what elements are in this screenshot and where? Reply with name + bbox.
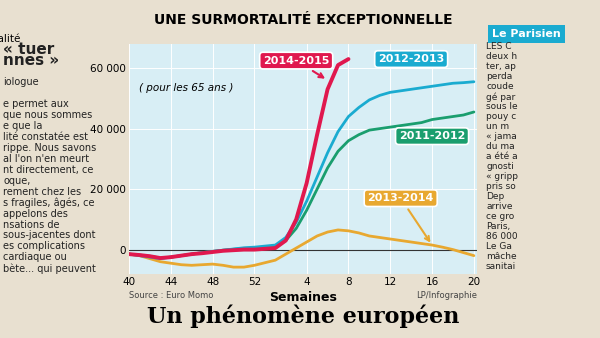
Text: perda: perda [486, 72, 512, 81]
Text: coude: coude [486, 82, 514, 91]
Text: rippe. Nous savons: rippe. Nous savons [3, 143, 96, 153]
Text: LES C: LES C [486, 43, 512, 51]
Text: bète... qui peuvent: bète... qui peuvent [3, 263, 96, 273]
Text: 2014-2015: 2014-2015 [263, 55, 329, 77]
Text: iologue: iologue [3, 77, 38, 87]
Text: e permet aux: e permet aux [3, 99, 69, 109]
Text: appelons des: appelons des [3, 209, 68, 219]
Text: Un phénomène européen: Un phénomène européen [147, 304, 459, 328]
Text: ter, ap: ter, ap [486, 63, 516, 71]
Text: UNE SURMORTALITÉ EXCEPTIONNELLE: UNE SURMORTALITÉ EXCEPTIONNELLE [154, 13, 452, 27]
Text: gé par: gé par [486, 92, 515, 102]
Text: e que la: e que la [3, 121, 43, 131]
Text: 86 000: 86 000 [486, 232, 518, 241]
Text: 2012-2013: 2012-2013 [378, 54, 444, 64]
Text: sous-jacentes dont: sous-jacentes dont [3, 231, 95, 240]
Text: pouy c: pouy c [486, 113, 516, 121]
Text: nt directement, ce: nt directement, ce [3, 165, 94, 175]
Text: un m: un m [486, 122, 509, 131]
Text: es complications: es complications [3, 241, 85, 251]
Text: 2013-2014: 2013-2014 [368, 193, 434, 241]
Text: sanitai: sanitai [486, 262, 516, 271]
Text: al l'on n'en meurt: al l'on n'en meurt [3, 154, 89, 164]
Text: deux h: deux h [486, 52, 517, 62]
Text: Le Ga: Le Ga [486, 242, 512, 251]
Text: Le Parisien: Le Parisien [492, 29, 561, 39]
Text: « gripp: « gripp [486, 172, 518, 182]
Text: que nous sommes: que nous sommes [3, 110, 92, 120]
Text: Paris,: Paris, [486, 222, 510, 231]
X-axis label: Semaines: Semaines [269, 291, 337, 304]
Text: a été a: a été a [486, 152, 518, 161]
Text: 2011-2012: 2011-2012 [399, 131, 465, 141]
Text: Source : Euro Momo: Source : Euro Momo [129, 291, 214, 300]
Text: nsations de: nsations de [3, 219, 59, 230]
Text: pris so: pris so [486, 182, 516, 191]
Text: du ma: du ma [486, 142, 515, 151]
Text: arrive: arrive [486, 202, 512, 211]
Text: ce gro: ce gro [486, 212, 514, 221]
Text: Dep: Dep [486, 192, 504, 201]
Text: Surmortalité: Surmortalité [0, 34, 20, 44]
Text: nnes »: nnes » [3, 53, 59, 68]
Text: s fragiles, âgés, ce: s fragiles, âgés, ce [3, 197, 95, 208]
Text: LP/Infographie: LP/Infographie [416, 291, 477, 300]
Text: « tuer: « tuer [3, 42, 54, 57]
Text: oque,: oque, [3, 176, 31, 186]
Text: ( pour les 65 ans ): ( pour les 65 ans ) [139, 83, 234, 93]
Text: sous le: sous le [486, 102, 518, 112]
Text: mâche: mâche [486, 252, 517, 261]
Text: rement chez les: rement chez les [3, 187, 81, 197]
Text: « jama: « jama [486, 132, 517, 141]
Text: cardiaque ou: cardiaque ou [3, 252, 67, 262]
Text: lité constatée est: lité constatée est [3, 132, 88, 142]
Text: gnosti: gnosti [486, 162, 514, 171]
